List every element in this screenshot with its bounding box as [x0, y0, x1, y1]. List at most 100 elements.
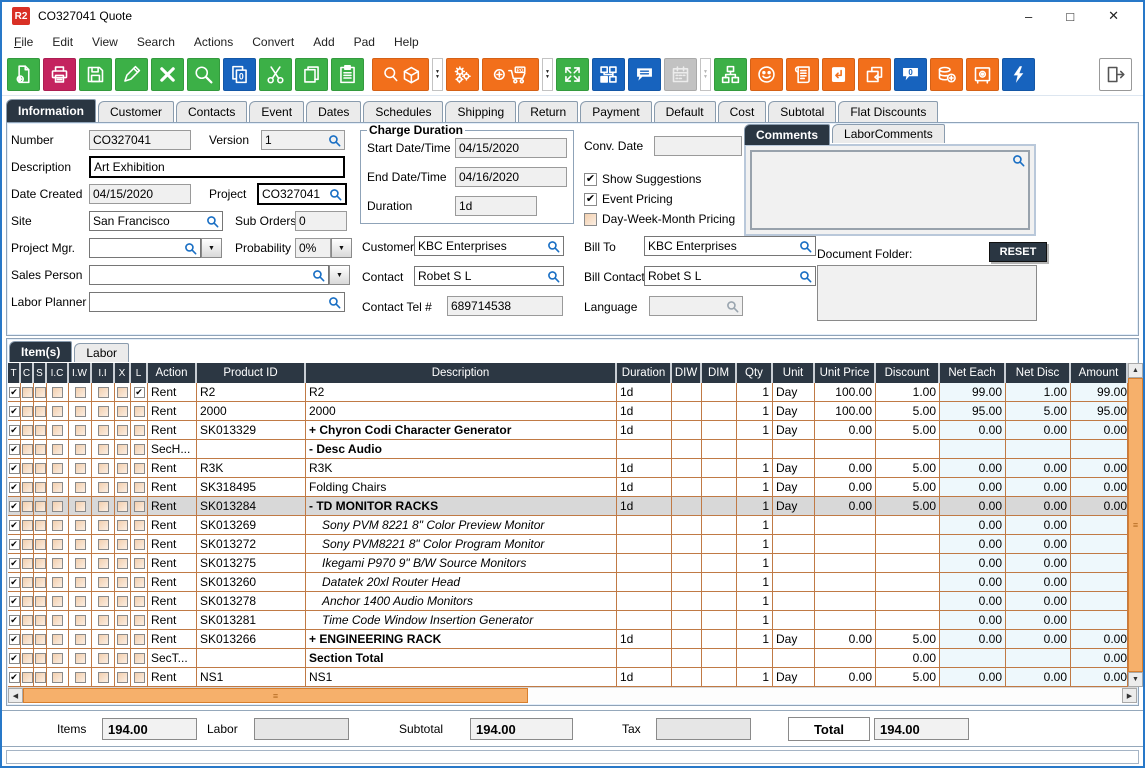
unchecked-checkbox-icon[interactable]: [34, 538, 46, 550]
cell-net-disc[interactable]: 0.00: [1006, 592, 1071, 611]
menu-convert[interactable]: Convert: [252, 35, 295, 49]
checked-checkbox-icon[interactable]: [8, 614, 20, 626]
cell-check-ii[interactable]: [92, 478, 115, 497]
cell-net-each[interactable]: 0.00: [940, 630, 1006, 649]
unchecked-checkbox-icon[interactable]: [34, 671, 46, 683]
cell-duration[interactable]: 1d: [617, 383, 672, 402]
cell-dim[interactable]: [702, 421, 737, 440]
toolbar-button-message-count[interactable]: 0: [894, 58, 927, 91]
unchecked-checkbox-icon[interactable]: [117, 481, 128, 493]
cell-description[interactable]: Sony PVM 8221 8" Color Preview Monitor: [306, 516, 617, 535]
unchecked-checkbox-icon[interactable]: [133, 538, 145, 550]
cell-discount[interactable]: 5.00: [876, 402, 940, 421]
cell-diw[interactable]: [672, 649, 702, 668]
cell-check-c[interactable]: [21, 668, 34, 687]
unchecked-checkbox-icon[interactable]: [21, 500, 33, 512]
search-icon[interactable]: [799, 240, 812, 253]
unchecked-checkbox-icon[interactable]: [74, 386, 86, 398]
unchecked-checkbox-icon[interactable]: [97, 462, 109, 474]
unchecked-checkbox-icon[interactable]: [133, 614, 145, 626]
cell-action[interactable]: Rent: [148, 535, 197, 554]
cell-check-x[interactable]: [115, 440, 131, 459]
checked-checkbox-icon[interactable]: [8, 443, 20, 455]
cell-action[interactable]: Rent: [148, 611, 197, 630]
date-created-field[interactable]: 04/15/2020: [89, 184, 191, 204]
unchecked-checkbox-icon[interactable]: [117, 519, 128, 531]
cell-net-each[interactable]: 0.00: [940, 459, 1006, 478]
cell-unit-price[interactable]: 0.00: [815, 668, 876, 687]
cell-duration[interactable]: 1d: [617, 497, 672, 516]
cell-product-id[interactable]: SK013278: [197, 592, 306, 611]
cell-unit[interactable]: [773, 592, 815, 611]
cell-net-each[interactable]: 0.00: [940, 535, 1006, 554]
unchecked-checkbox-icon[interactable]: [52, 576, 63, 588]
cell-amount[interactable]: [1071, 611, 1128, 630]
toolbar-button-edit[interactable]: [115, 58, 148, 91]
cell-product-id[interactable]: SK013284: [197, 497, 306, 516]
cell-dim[interactable]: [702, 535, 737, 554]
cell-check-ic[interactable]: [47, 516, 69, 535]
tab-flat-discounts[interactable]: Flat Discounts: [838, 101, 939, 122]
toolbar-button-save[interactable]: [79, 58, 112, 91]
toolbar-button-comments[interactable]: [628, 58, 661, 91]
cell-check-s[interactable]: [34, 440, 47, 459]
cell-check-ii[interactable]: [92, 668, 115, 687]
cell-check-l[interactable]: [131, 497, 148, 516]
cell-check-c[interactable]: [21, 497, 34, 516]
unchecked-checkbox-icon[interactable]: [133, 405, 145, 417]
cell-qty[interactable]: [737, 440, 773, 459]
unchecked-checkbox-icon[interactable]: [34, 386, 46, 398]
comments-textarea[interactable]: [750, 150, 1030, 230]
cell-discount[interactable]: 5.00: [876, 421, 940, 440]
cell-unit[interactable]: [773, 573, 815, 592]
unchecked-checkbox-icon[interactable]: [133, 652, 145, 664]
unchecked-checkbox-icon[interactable]: [21, 576, 33, 588]
cell-check-c[interactable]: [21, 478, 34, 497]
cell-discount[interactable]: 5.00: [876, 459, 940, 478]
unchecked-checkbox-icon[interactable]: [74, 481, 86, 493]
cell-check-ic[interactable]: [47, 573, 69, 592]
unchecked-checkbox-icon[interactable]: [52, 443, 63, 455]
cell-action[interactable]: Rent: [148, 516, 197, 535]
cell-diw[interactable]: [672, 383, 702, 402]
cell-duration[interactable]: [617, 554, 672, 573]
cell-check-ic[interactable]: [47, 649, 69, 668]
contact-tel-field[interactable]: 689714538: [447, 296, 563, 316]
cell-discount[interactable]: 5.00: [876, 497, 940, 516]
unchecked-checkbox-icon[interactable]: [52, 519, 63, 531]
cell-discount[interactable]: 5.00: [876, 630, 940, 649]
cell-check-ic[interactable]: [47, 554, 69, 573]
cell-net-disc[interactable]: 0.00: [1006, 459, 1071, 478]
toolbar-button-add-funds[interactable]: [930, 58, 963, 91]
cell-unit[interactable]: [773, 611, 815, 630]
cell-amount[interactable]: 0.00: [1071, 649, 1128, 668]
cell-check-l[interactable]: [131, 668, 148, 687]
cell-diw[interactable]: [672, 440, 702, 459]
cell-discount[interactable]: [876, 516, 940, 535]
unchecked-checkbox-icon[interactable]: [117, 538, 128, 550]
cell-net-each[interactable]: 0.00: [940, 554, 1006, 573]
document-folder-box[interactable]: [817, 265, 1037, 321]
cell-diw[interactable]: [672, 668, 702, 687]
cell-unit-price[interactable]: 0.00: [815, 478, 876, 497]
menu-search[interactable]: Search: [136, 35, 175, 49]
cell-net-disc[interactable]: 1.00: [1006, 383, 1071, 402]
cell-check-t[interactable]: [8, 402, 21, 421]
cell-diw[interactable]: [672, 421, 702, 440]
unchecked-checkbox-icon[interactable]: [52, 557, 63, 569]
cell-check-ic[interactable]: [47, 440, 69, 459]
cell-diw[interactable]: [672, 459, 702, 478]
cell-check-iw[interactable]: [69, 421, 92, 440]
cell-dim[interactable]: [702, 630, 737, 649]
start-date-field[interactable]: 04/15/2020: [455, 138, 567, 158]
cell-check-t[interactable]: [8, 611, 21, 630]
cell-product-id[interactable]: SK013266: [197, 630, 306, 649]
cell-check-l[interactable]: [131, 478, 148, 497]
cell-check-iw[interactable]: [69, 402, 92, 421]
cell-description[interactable]: Ikegami P970 9" B/W Source Monitors: [306, 554, 617, 573]
toolbar-button-duplicate-count[interactable]: 0: [223, 58, 256, 91]
cell-dim[interactable]: [702, 383, 737, 402]
tab-shipping[interactable]: Shipping: [445, 101, 517, 122]
